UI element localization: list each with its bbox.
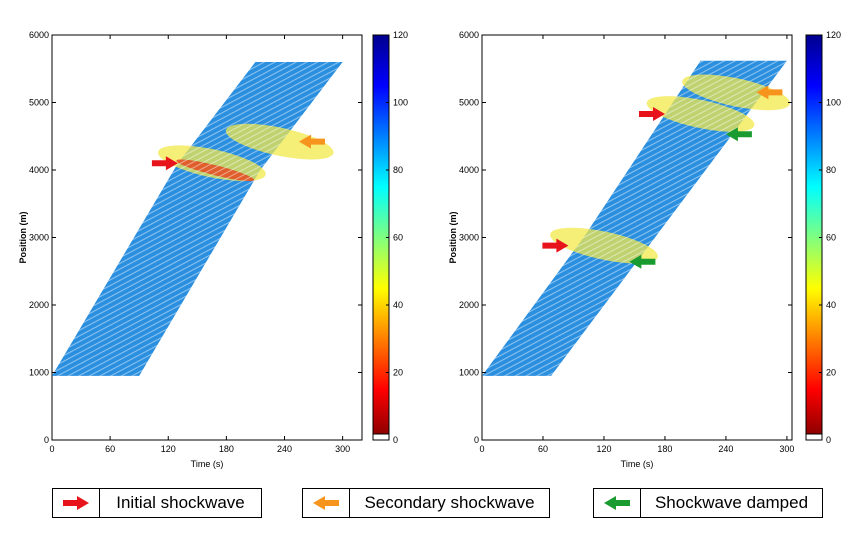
y-tick-label: 4000 bbox=[459, 165, 479, 175]
y-axis-label: Position (m) bbox=[18, 212, 28, 264]
red-arrow-icon bbox=[53, 489, 100, 517]
legend-item-shockwave-damped: Shockwave damped bbox=[593, 488, 823, 518]
colorbar-tick-label: 80 bbox=[393, 165, 403, 175]
y-tick-label: 3000 bbox=[29, 233, 49, 243]
x-tick-label: 120 bbox=[596, 444, 611, 454]
y-tick-label: 0 bbox=[474, 435, 479, 445]
colorbar-tick-label: 40 bbox=[393, 300, 403, 310]
trajectory-streaks bbox=[482, 60, 787, 376]
colorbar-tick-label: 20 bbox=[393, 368, 403, 378]
red-arrow-icon bbox=[639, 107, 665, 121]
colorbar: 0 20 40 60 80 100 120 bbox=[372, 30, 408, 445]
colorbar-tick-label: 80 bbox=[826, 165, 836, 175]
chart-panel-right: 0 60 120 180 240 3000100020003000400050006000… bbox=[448, 30, 841, 469]
legend-label: Shockwave damped bbox=[654, 493, 809, 512]
colorbar-tick-label: 0 bbox=[393, 435, 398, 445]
colorbar: 0 20 40 60 80 100 120 bbox=[805, 30, 841, 445]
y-tick-label: 6000 bbox=[459, 30, 479, 40]
colorbar-tick-label: 100 bbox=[826, 98, 841, 108]
x-tick-label: 0 bbox=[479, 444, 484, 454]
red-arrow-icon bbox=[151, 156, 178, 171]
speed-field bbox=[52, 62, 343, 376]
trajectory-streaks bbox=[52, 62, 343, 376]
x-tick-label: 60 bbox=[105, 444, 115, 454]
x-tick-label: 180 bbox=[657, 444, 672, 454]
x-tick-label: 300 bbox=[335, 444, 350, 454]
colorbar-tick-label: 40 bbox=[826, 300, 836, 310]
y-tick-label: 2000 bbox=[459, 300, 479, 310]
orange-arrow-icon bbox=[756, 85, 783, 100]
colorbar-tick-label: 0 bbox=[826, 435, 831, 445]
x-tick-label: 120 bbox=[161, 444, 176, 454]
legend-label: Initial shockwave bbox=[116, 493, 245, 512]
red-arrow-icon bbox=[542, 238, 569, 253]
chart-panel-left: 0 60 120 180 240 3000100020003000400050006000… bbox=[18, 30, 408, 469]
x-tick-label: 0 bbox=[49, 444, 54, 454]
orange-arrow-icon bbox=[303, 489, 350, 517]
speed-field bbox=[482, 60, 790, 376]
colorbar-tick-label: 60 bbox=[826, 233, 836, 243]
colorbar-tick-label: 60 bbox=[393, 233, 403, 243]
x-tick-label: 240 bbox=[277, 444, 292, 454]
orange-arrow-icon bbox=[299, 134, 325, 149]
y-tick-label: 5000 bbox=[459, 98, 479, 108]
x-tick-label: 240 bbox=[718, 444, 733, 454]
chart-svg: 0 60 120 180 240 3000100020003000400050006000… bbox=[18, 30, 841, 469]
x-tick-label: 300 bbox=[779, 444, 794, 454]
legend-item-secondary-shockwave: Secondary shockwave bbox=[302, 488, 550, 518]
y-tick-label: 6000 bbox=[29, 30, 49, 40]
y-tick-label: 0 bbox=[44, 435, 49, 445]
x-axis-label: Time (s) bbox=[191, 459, 224, 469]
colorbar-tick-label: 20 bbox=[826, 368, 836, 378]
colorbar-tick-label: 120 bbox=[393, 30, 408, 40]
y-tick-label: 1000 bbox=[459, 368, 479, 378]
y-tick-label: 4000 bbox=[29, 165, 49, 175]
green-arrow-icon bbox=[594, 489, 641, 517]
y-tick-label: 2000 bbox=[29, 300, 49, 310]
x-tick-label: 180 bbox=[219, 444, 234, 454]
legend-item-initial-shockwave: Initial shockwave bbox=[52, 488, 262, 518]
green-arrow-icon bbox=[629, 254, 656, 269]
legend-label: Secondary shockwave bbox=[364, 493, 535, 512]
y-axis-label: Position (m) bbox=[448, 212, 458, 264]
x-axis-label: Time (s) bbox=[621, 459, 654, 469]
colorbar-tick-label: 120 bbox=[826, 30, 841, 40]
colorbar-zero-cell bbox=[805, 433, 823, 441]
x-tick-label: 60 bbox=[538, 444, 548, 454]
y-tick-label: 5000 bbox=[29, 98, 49, 108]
figure: 0 60 120 180 240 300 0 1000 2000 3000 4000 5000 6000… bbox=[18, 30, 841, 469]
colorbar-tick-label: 100 bbox=[393, 98, 408, 108]
green-arrow-icon bbox=[725, 127, 752, 142]
colorbar-zero-cell bbox=[372, 433, 390, 441]
y-tick-label: 1000 bbox=[29, 368, 49, 378]
y-tick-label: 3000 bbox=[459, 233, 479, 243]
